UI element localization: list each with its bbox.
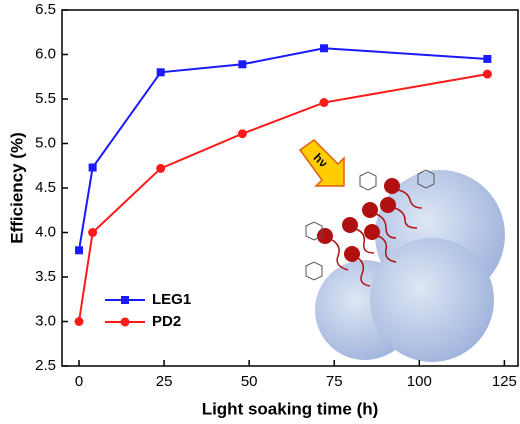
series-line [78,73,488,322]
y-axis-label: Efficiency (%) [7,132,26,243]
x-tick-label: 25 [156,373,173,390]
data-point [319,98,329,108]
y-tick-label: 6.5 [35,1,56,18]
data-point [238,60,247,69]
legend-marker [120,317,130,327]
x-tick-label: 100 [407,373,432,390]
legend-marker [121,296,129,304]
x-tick-label: 0 [75,373,83,390]
y-tick-label: 3.0 [35,312,56,329]
y-tick-label: 4.0 [35,223,56,240]
legend-label: PD2 [152,313,181,330]
x-tick-label: 75 [326,373,343,390]
data-point [156,163,166,173]
y-tick-label: 5.0 [35,134,56,151]
y-tick-label: 5.5 [35,90,56,107]
x-tick-label: 125 [492,373,517,390]
data-point [482,69,492,79]
y-tick-label: 3.5 [35,268,56,285]
legend-label: LEG1 [152,291,191,308]
data-point [88,163,97,172]
data-point [483,54,492,63]
y-tick-label: 4.5 [35,179,56,196]
data-point [88,228,98,237]
x-tick-label: 50 [241,373,258,390]
data-point [75,246,84,255]
series-line [78,47,488,251]
inset-illustration [298,139,505,362]
y-tick-label: 2.5 [35,357,56,374]
y-tick-label: 6.0 [35,45,56,62]
data-point [237,129,247,139]
data-point [320,44,329,53]
data-point [74,317,84,326]
data-point [156,68,165,77]
x-axis-label: Light soaking time (h) [202,399,379,418]
